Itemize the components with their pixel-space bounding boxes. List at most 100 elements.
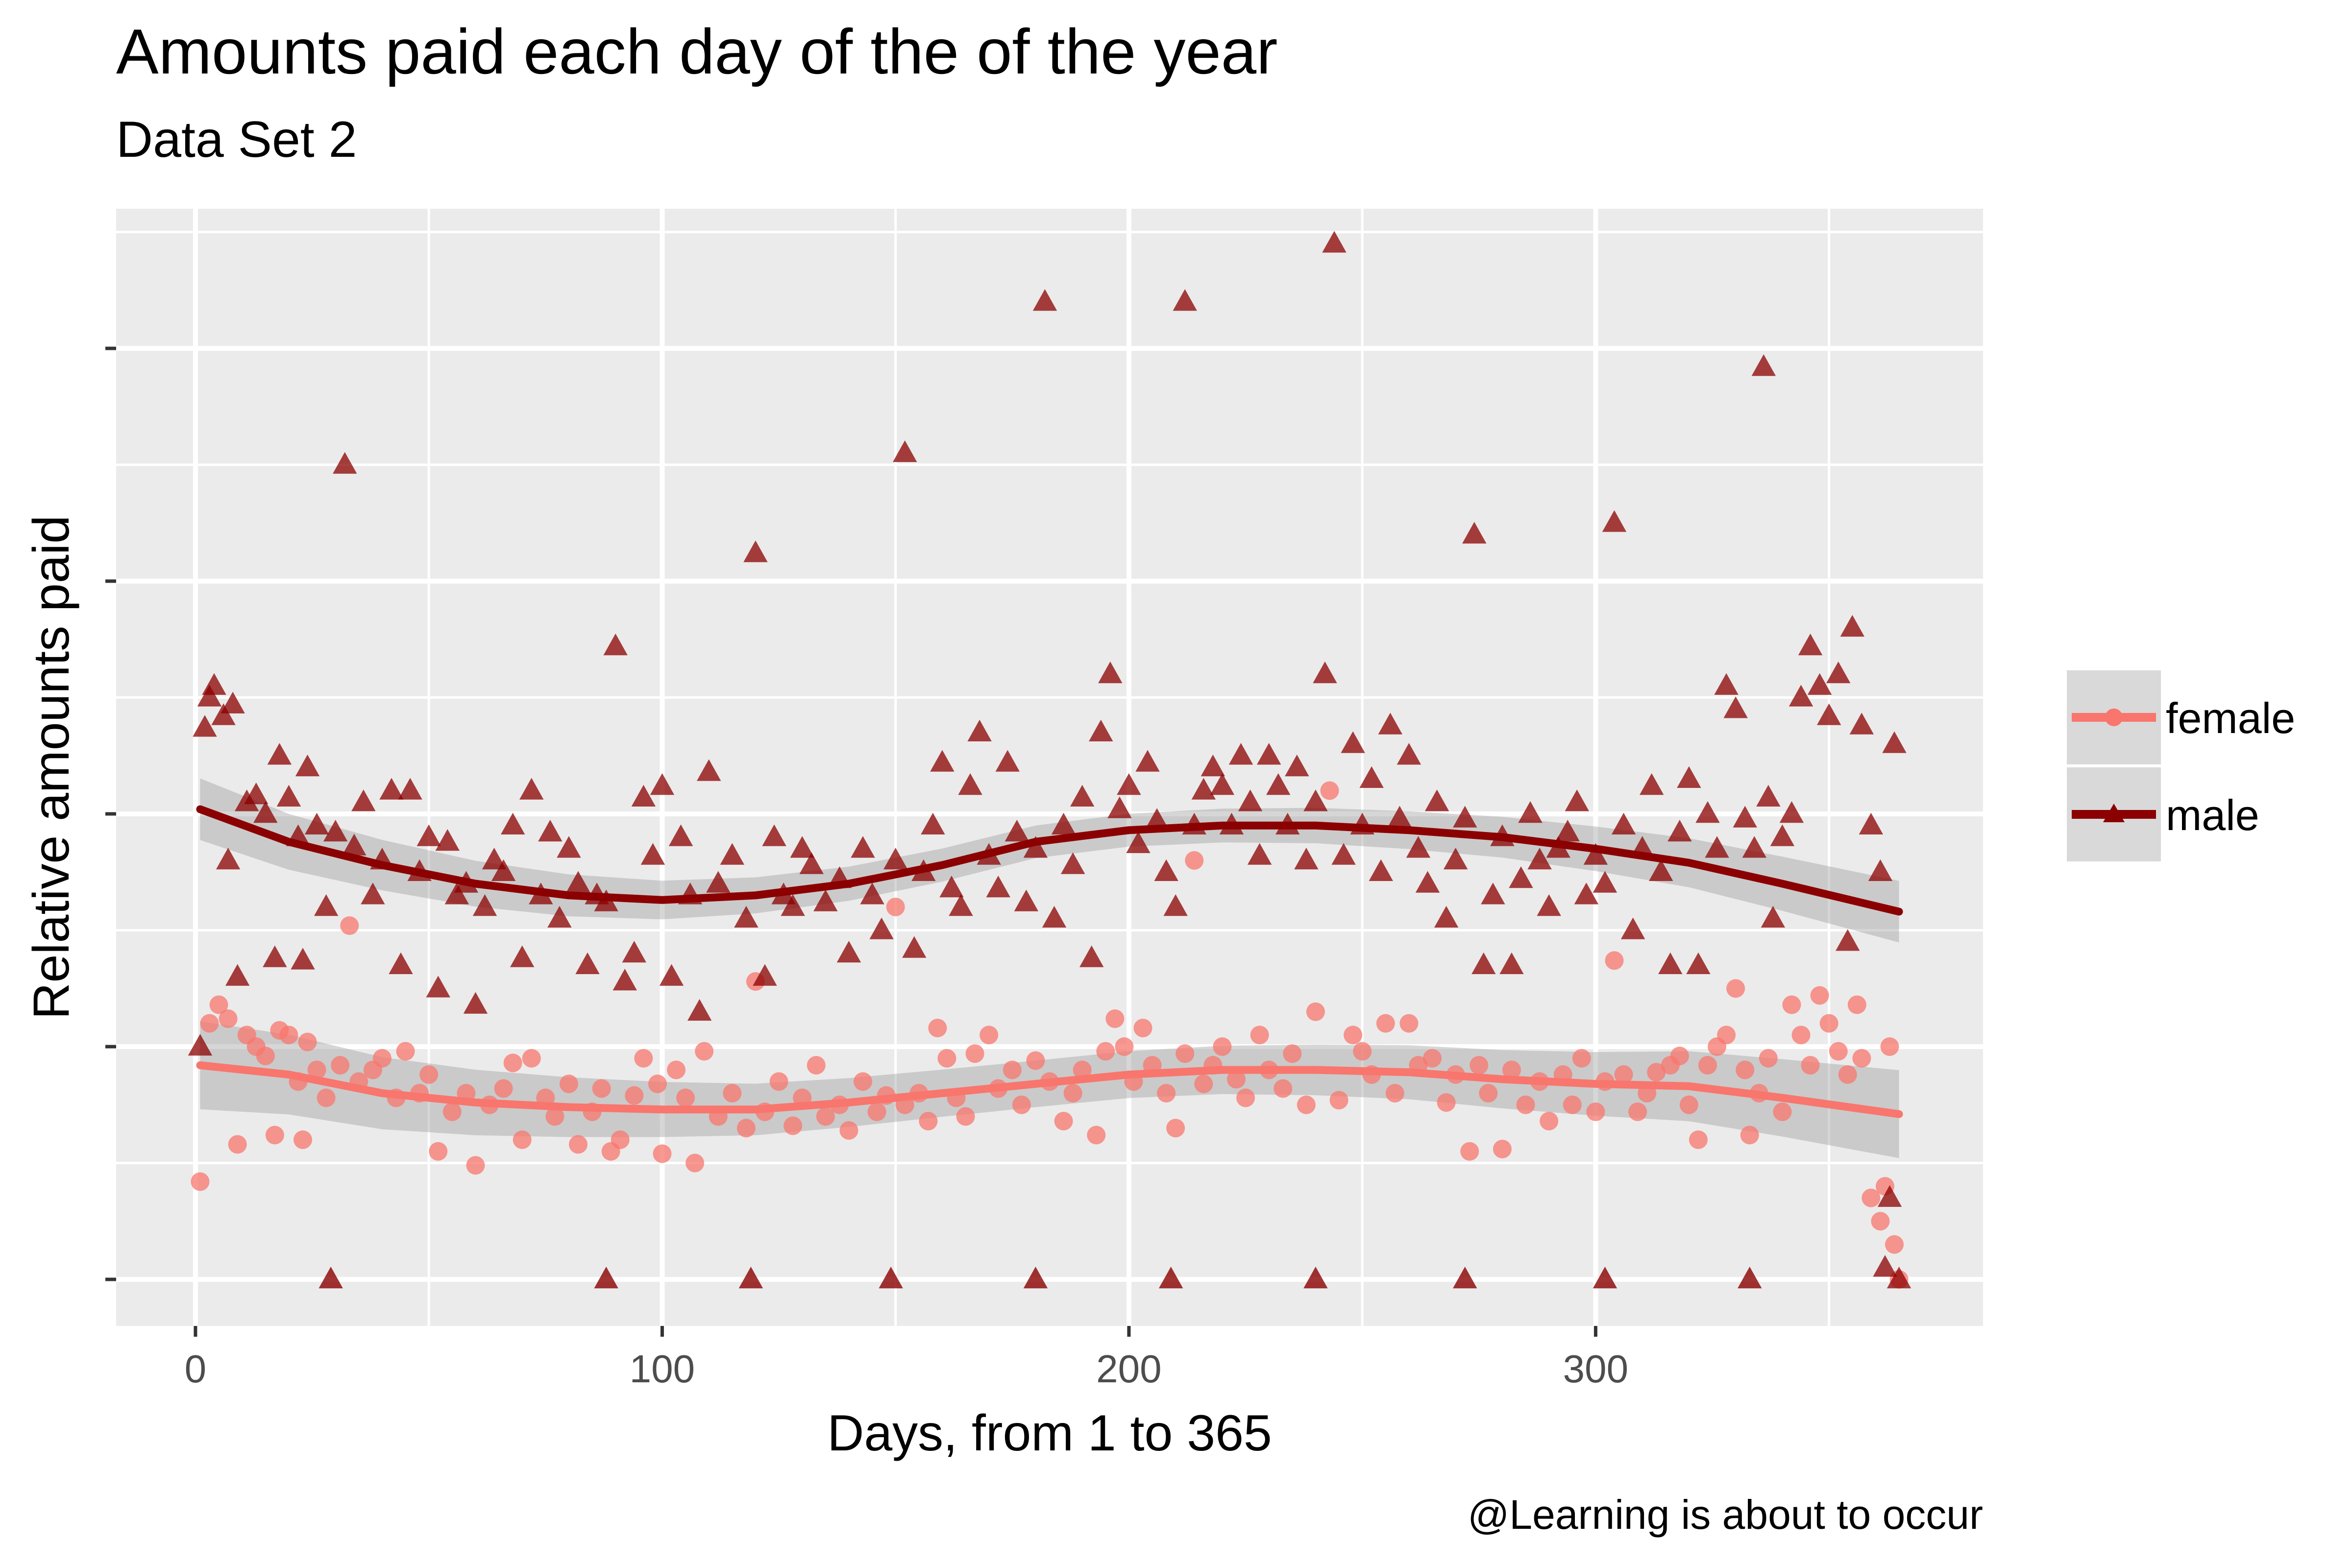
- point-female: [1572, 1049, 1591, 1068]
- point-female: [667, 1060, 686, 1079]
- point-male: [295, 755, 320, 777]
- point-female: [307, 1060, 326, 1079]
- point-male: [1079, 945, 1104, 967]
- point-male: [1424, 789, 1449, 811]
- point-female: [956, 1107, 975, 1126]
- point-female: [1329, 1091, 1348, 1110]
- point-male: [1173, 289, 1197, 311]
- point-male: [1089, 719, 1113, 741]
- point-male: [743, 540, 768, 563]
- point-male: [1004, 820, 1029, 842]
- point-female: [317, 1088, 336, 1107]
- grid-lines: [116, 209, 1983, 1326]
- point-male: [1415, 871, 1440, 893]
- point-female: [1819, 1014, 1838, 1033]
- point-male: [986, 876, 1010, 898]
- point-female: [1862, 1188, 1881, 1207]
- point-female: [1096, 1042, 1115, 1061]
- point-male: [603, 634, 628, 656]
- point-male: [1714, 673, 1739, 695]
- legend-marker-male: [2103, 804, 2125, 822]
- smooth-line-male: [196, 805, 1903, 916]
- point-female: [1679, 1095, 1698, 1114]
- point-male: [519, 778, 544, 800]
- x-axis-title: Days, from 1 to 365: [827, 1405, 1272, 1462]
- x-tick-label: 200: [1096, 1347, 1161, 1391]
- point-male: [1051, 812, 1076, 834]
- point-male: [472, 894, 497, 916]
- point-male: [1453, 1267, 1477, 1289]
- point-male: [1788, 685, 1813, 707]
- point-male: [575, 952, 600, 974]
- point-female: [219, 1009, 238, 1028]
- point-female: [1344, 1026, 1363, 1045]
- point-male: [379, 778, 404, 800]
- point-male: [1649, 859, 1673, 881]
- point-female: [867, 1102, 886, 1121]
- point-female: [1670, 1047, 1689, 1065]
- point-male: [1640, 773, 1664, 795]
- point-male: [342, 833, 367, 856]
- point-male: [1620, 917, 1645, 939]
- point-male: [883, 848, 908, 870]
- point-male: [1014, 889, 1039, 911]
- point-male: [314, 894, 339, 916]
- point-male: [220, 691, 245, 713]
- point-male: [1499, 952, 1524, 974]
- point-male: [902, 936, 927, 958]
- point-male: [753, 964, 777, 986]
- chart-subtitle: Data Set 2: [116, 111, 357, 168]
- point-female: [886, 898, 905, 916]
- point-female: [648, 1075, 667, 1093]
- chart-title: Amounts paid each day of the of the year: [116, 16, 1277, 87]
- point-female: [676, 1088, 695, 1107]
- point-male: [225, 964, 250, 986]
- point-male: [276, 784, 301, 807]
- point-male: [1462, 522, 1487, 544]
- point-male: [1256, 743, 1281, 765]
- point-male: [202, 673, 226, 695]
- point-female: [769, 1072, 788, 1091]
- point-female: [1540, 1112, 1559, 1130]
- point-male: [1378, 712, 1403, 735]
- point-female: [1157, 1084, 1176, 1102]
- point-male: [939, 876, 964, 898]
- point-male: [1126, 831, 1151, 853]
- point-male: [781, 894, 805, 916]
- smooth-line-female: [196, 1061, 1903, 1118]
- point-female: [559, 1075, 578, 1093]
- point-male: [1154, 859, 1178, 881]
- point-female: [1176, 1044, 1195, 1063]
- point-female: [1460, 1142, 1479, 1161]
- point-male: [1751, 354, 1776, 376]
- point-male: [893, 440, 917, 462]
- point-female: [686, 1153, 705, 1173]
- point-male: [706, 871, 731, 893]
- point-female: [919, 1112, 938, 1130]
- point-male: [1387, 806, 1412, 828]
- point-male: [1816, 703, 1841, 725]
- point-male: [1836, 929, 1860, 951]
- point-male: [1023, 836, 1048, 858]
- point-male: [547, 906, 572, 928]
- smooth-lines: [196, 805, 1903, 1118]
- point-male: [1285, 755, 1309, 777]
- legend: female male: [2067, 670, 2295, 861]
- point-male: [1359, 766, 1384, 788]
- point-male: [1322, 231, 1347, 253]
- point-male: [1761, 906, 1786, 928]
- point-female: [854, 1072, 872, 1091]
- point-male: [291, 948, 315, 970]
- point-female: [372, 1049, 392, 1068]
- legend-label-female: female: [2166, 694, 2295, 742]
- point-male: [323, 820, 348, 842]
- point-female: [1012, 1095, 1031, 1114]
- point-male: [1023, 1267, 1048, 1289]
- point-female: [1320, 781, 1339, 800]
- x-tick-label: 0: [185, 1347, 207, 1391]
- point-male: [435, 829, 460, 851]
- point-female: [1003, 1060, 1022, 1079]
- point-female: [1773, 1102, 1792, 1121]
- point-male: [1228, 743, 1253, 765]
- point-male: [696, 759, 721, 781]
